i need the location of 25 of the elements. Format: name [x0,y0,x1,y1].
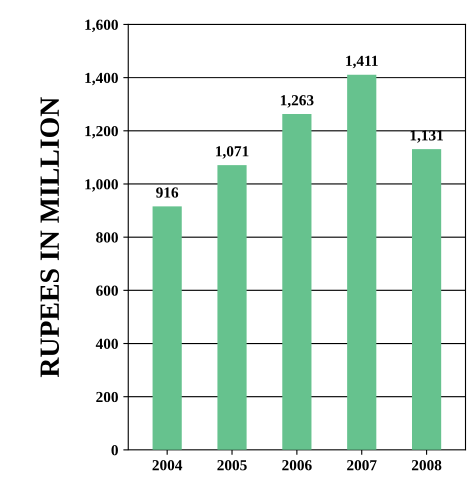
y-tick-label: 1,400 [85,72,118,86]
y-tick-label: 200 [96,392,118,402]
data-label: 1,071 [216,146,248,159]
y-tick-label: 0 [111,445,118,456]
y-axis-title: RUPEES IN MILLION [40,97,60,378]
x-tick-label: 2008 [412,460,442,470]
bar [152,206,182,450]
bar [282,114,312,450]
data-label: 1,131 [410,130,443,143]
x-tick-label: 2007 [347,460,377,470]
bar [412,149,442,450]
bar [347,74,376,450]
y-tick-label: 1,600 [85,20,118,32]
x-tick-label: 2006 [282,460,312,470]
x-tick-label: 2004 [152,460,182,470]
data-label: 1,411 [346,56,378,68]
data-label: 1,263 [280,95,314,108]
y-tick-label: 600 [96,285,118,296]
data-label: 916 [156,187,178,198]
y-tick-label: 1,000 [85,179,118,192]
bar [217,165,247,450]
y-tick-label: 800 [96,232,118,243]
y-tick-label: 400 [96,338,118,349]
y-tick-label: 1,200 [85,126,118,138]
x-tick-label: 2005 [217,460,247,470]
